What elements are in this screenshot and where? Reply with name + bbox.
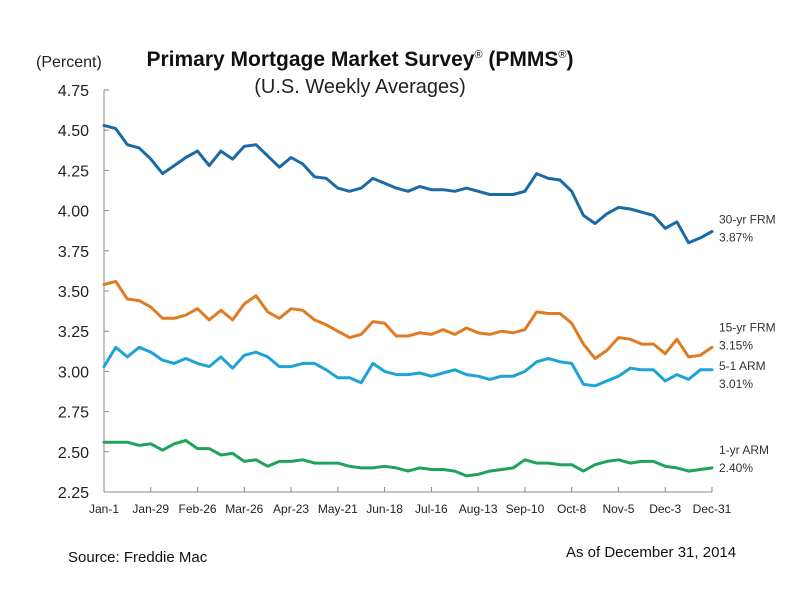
chart-title-main-a: Primary Mortgage Market Survey: [146, 48, 475, 71]
series-label-name: 30-yr FRM: [719, 213, 776, 227]
registered-mark: ®: [474, 49, 483, 61]
axes: 4.75 4.50 4.25 4.00 3.75 3.50 3.25 3.00 2.75 2.50…: [58, 83, 732, 516]
x-tick-label: Jan-29: [132, 502, 169, 516]
chart-title-main-b: (PMMS: [482, 48, 559, 71]
y-tick-label: 4.00: [58, 204, 89, 221]
series-line-5-1-arm: [102, 345, 714, 388]
series-line-15-yr-frm: [102, 279, 714, 360]
series-label-name: 15-yr FRM: [719, 320, 776, 334]
y-tick-label: 3.75: [58, 244, 89, 261]
series-label-value: 3.01%: [719, 377, 753, 391]
series-layer: [102, 123, 714, 478]
y-tick-label: 4.50: [58, 123, 89, 140]
y-tick-label: 2.25: [58, 485, 89, 502]
x-tick-label: Oct-8: [557, 502, 587, 516]
series-line-1-yr-arm: [102, 439, 714, 478]
x-tick-label: Dec-31: [693, 502, 732, 516]
y-tick-label: 3.25: [58, 324, 89, 341]
y-tick-label: 4.75: [58, 83, 89, 100]
x-tick-label: Mar-26: [225, 502, 263, 516]
source-note: Source: Freddie Mac: [68, 549, 208, 566]
x-tick-label: Nov-5: [602, 502, 634, 516]
y-tick-label: 3.50: [58, 284, 89, 301]
series-label-value: 3.87%: [719, 231, 753, 245]
chart-title-main-c: ): [566, 48, 574, 71]
series-label-name: 1-yr ARM: [719, 443, 769, 457]
as-of-date: As of December 31, 2014: [566, 544, 737, 561]
y-axis-unit-label: (Percent): [36, 54, 102, 71]
x-tick-label: Dec-3: [649, 502, 681, 516]
registered-mark: ®: [558, 49, 567, 61]
y-tick-label: 4.25: [58, 163, 89, 180]
x-tick-label: Sep-10: [506, 502, 545, 516]
x-tick-label: Jul-16: [415, 502, 448, 516]
series-label-value: 3.15%: [719, 338, 753, 352]
x-tick-label: Jan-1: [89, 502, 119, 516]
series-label-name: 5-1 ARM: [719, 359, 766, 373]
x-tick-label: Aug-13: [459, 502, 498, 516]
y-tick-label: 2.50: [58, 445, 89, 462]
series-label-value: 2.40%: [719, 461, 753, 475]
y-tick-label: 2.75: [58, 405, 89, 422]
chart-subtitle: (U.S. Weekly Averages): [254, 76, 466, 98]
series-line-30-yr-frm: [102, 123, 714, 245]
x-tick-label: Jun-18: [366, 502, 403, 516]
x-tick-label: Apr-23: [273, 502, 309, 516]
x-tick-label: Feb-26: [179, 502, 217, 516]
chart-title: Primary Mortgage Market Survey® (PMMS®): [140, 48, 580, 72]
y-tick-label: 3.00: [58, 364, 89, 381]
series-labels-layer: 30-yr FRM 3.87% 15-yr FRM 3.15% 5-1 ARM 3.01%…: [719, 213, 776, 475]
x-tick-label: May-21: [318, 502, 358, 516]
